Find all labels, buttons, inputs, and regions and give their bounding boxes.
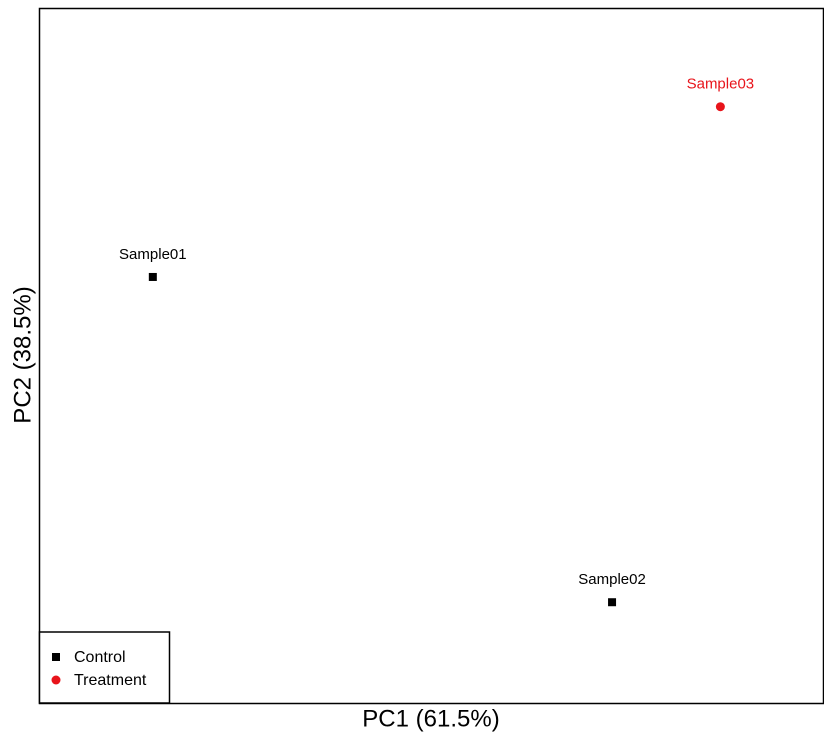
point-label: Sample02 (578, 571, 646, 588)
legend-marker (52, 653, 60, 661)
point (608, 598, 617, 607)
point (715, 102, 725, 112)
legend-label: Control (74, 649, 126, 666)
legend-box (38, 631, 171, 704)
point (148, 272, 157, 281)
point-label: Sample03 (687, 76, 755, 93)
point-label: Sample01 (119, 246, 187, 263)
y-axis-title: PC2 (38.5%) (9, 286, 36, 423)
plot-frame (38, 7, 824, 705)
legend-marker (51, 675, 61, 685)
legend-label: Treatment (74, 672, 147, 689)
x-axis-title: PC1 (61.5%) (362, 705, 499, 732)
